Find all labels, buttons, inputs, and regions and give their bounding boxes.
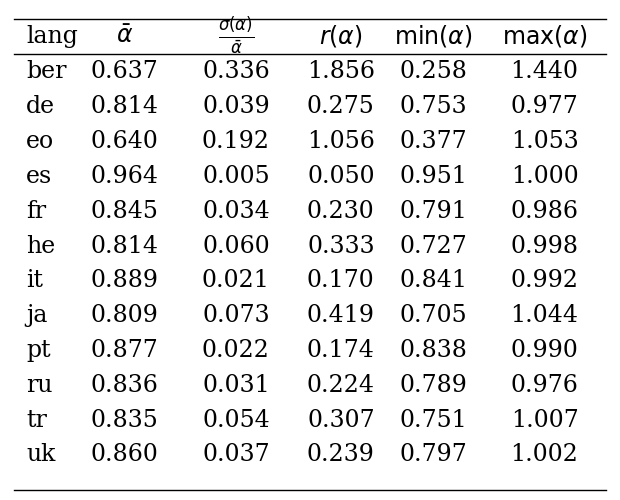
Text: 1.002: 1.002 [511, 444, 578, 466]
Text: 0.419: 0.419 [307, 304, 375, 327]
Text: it: it [26, 270, 43, 292]
Text: 0.751: 0.751 [399, 408, 467, 432]
Text: 0.992: 0.992 [510, 270, 578, 292]
Text: 0.877: 0.877 [91, 339, 159, 362]
Text: 0.034: 0.034 [202, 200, 270, 222]
Text: 0.005: 0.005 [202, 165, 270, 188]
Text: 0.377: 0.377 [400, 130, 467, 153]
Text: 0.976: 0.976 [511, 374, 578, 396]
Text: $r(\alpha)$: $r(\alpha)$ [319, 23, 363, 49]
Text: $\max(\alpha)$: $\max(\alpha)$ [502, 23, 587, 49]
Text: 0.836: 0.836 [91, 374, 159, 396]
Text: 0.333: 0.333 [307, 234, 374, 258]
Text: 0.835: 0.835 [91, 408, 159, 432]
Text: 1.007: 1.007 [511, 408, 578, 432]
Text: 0.275: 0.275 [307, 96, 374, 118]
Text: eo: eo [26, 130, 54, 153]
Text: 0.050: 0.050 [307, 165, 374, 188]
Text: 0.637: 0.637 [91, 60, 159, 84]
Text: 0.174: 0.174 [307, 339, 375, 362]
Text: 0.192: 0.192 [202, 130, 270, 153]
Text: 0.791: 0.791 [399, 200, 467, 222]
Text: 0.170: 0.170 [307, 270, 374, 292]
Text: 0.838: 0.838 [399, 339, 467, 362]
Text: 0.073: 0.073 [202, 304, 270, 327]
Text: 0.990: 0.990 [511, 339, 578, 362]
Text: 0.307: 0.307 [307, 408, 374, 432]
Text: pt: pt [26, 339, 51, 362]
Text: tr: tr [26, 408, 47, 432]
Text: $\min(\alpha)$: $\min(\alpha)$ [394, 23, 472, 49]
Text: $\bar{\alpha}$: $\bar{\alpha}$ [116, 24, 133, 48]
Text: $\frac{\sigma(\alpha)}{\bar{\alpha}}$: $\frac{\sigma(\alpha)}{\bar{\alpha}}$ [218, 15, 254, 57]
Text: 0.964: 0.964 [91, 165, 159, 188]
Text: 0.258: 0.258 [399, 60, 467, 84]
Text: 0.841: 0.841 [399, 270, 467, 292]
Text: 0.230: 0.230 [307, 200, 374, 222]
Text: lang: lang [26, 24, 78, 48]
Text: 0.031: 0.031 [202, 374, 270, 396]
Text: 1.000: 1.000 [511, 165, 578, 188]
Text: ber: ber [26, 60, 66, 84]
Text: de: de [26, 96, 55, 118]
Text: he: he [26, 234, 55, 258]
Text: 0.021: 0.021 [202, 270, 270, 292]
Text: 1.440: 1.440 [510, 60, 578, 84]
Text: 0.705: 0.705 [400, 304, 467, 327]
Text: 1.856: 1.856 [307, 60, 375, 84]
Text: fr: fr [26, 200, 46, 222]
Text: 0.336: 0.336 [202, 60, 270, 84]
Text: uk: uk [26, 444, 55, 466]
Text: ru: ru [26, 374, 53, 396]
Text: 0.998: 0.998 [510, 234, 578, 258]
Text: 0.753: 0.753 [400, 96, 467, 118]
Text: 0.789: 0.789 [399, 374, 467, 396]
Text: 0.060: 0.060 [202, 234, 270, 258]
Text: 0.640: 0.640 [91, 130, 159, 153]
Text: 1.053: 1.053 [511, 130, 578, 153]
Text: 0.845: 0.845 [91, 200, 159, 222]
Text: 0.727: 0.727 [399, 234, 467, 258]
Text: 0.022: 0.022 [202, 339, 270, 362]
Text: 0.809: 0.809 [91, 304, 159, 327]
Text: 0.224: 0.224 [307, 374, 375, 396]
Text: es: es [26, 165, 52, 188]
Text: 0.814: 0.814 [91, 96, 159, 118]
Text: ja: ja [26, 304, 48, 327]
Text: 0.889: 0.889 [91, 270, 159, 292]
Text: 0.797: 0.797 [399, 444, 467, 466]
Text: 0.037: 0.037 [202, 444, 270, 466]
Text: 0.986: 0.986 [510, 200, 578, 222]
Text: 0.039: 0.039 [202, 96, 270, 118]
Text: 0.977: 0.977 [511, 96, 578, 118]
Text: 0.814: 0.814 [91, 234, 159, 258]
Text: 0.860: 0.860 [91, 444, 159, 466]
Text: 1.044: 1.044 [510, 304, 578, 327]
Text: 1.056: 1.056 [307, 130, 375, 153]
Text: 0.239: 0.239 [307, 444, 375, 466]
Text: 0.951: 0.951 [399, 165, 467, 188]
Text: 0.054: 0.054 [202, 408, 270, 432]
